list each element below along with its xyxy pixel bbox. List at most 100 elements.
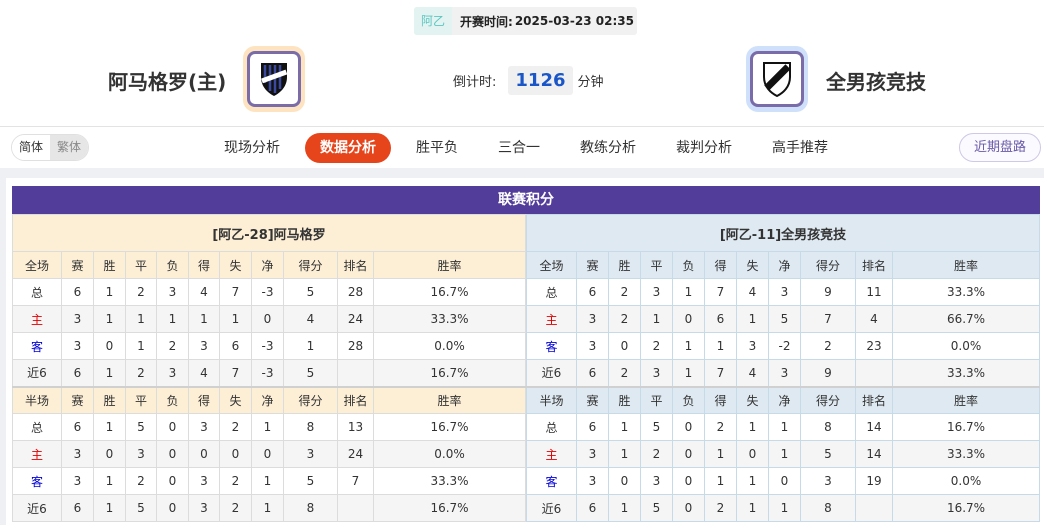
team-header-row: [阿乙-11]全男孩竞技: [526, 214, 1040, 252]
table-cell: 0: [219, 440, 252, 468]
full-header-row: 全场赛胜平负得失净得分 排名 胜率: [526, 251, 1040, 279]
table-cell: 1: [283, 332, 338, 360]
table-cell: 3: [61, 440, 94, 468]
home-team-logo[interactable]: [243, 46, 305, 112]
table-cell: 16.7%: [373, 278, 526, 306]
language-toggle[interactable]: 简体 繁体: [11, 134, 90, 161]
table-cell: 16.7%: [892, 494, 1040, 522]
table-row: 主 3 0 3 0 0 0 0 3 24 0.0%: [12, 440, 526, 468]
recent-odds-button[interactable]: 近期盘路: [959, 133, 1041, 162]
column-header: 得: [704, 385, 737, 414]
table-cell: 4: [188, 278, 220, 306]
tab-three-in-one[interactable]: 三合一: [498, 140, 540, 156]
table-cell: 3: [736, 332, 769, 360]
team-rank-header: [阿乙-11]全男孩竞技: [526, 214, 1040, 252]
table-cell: -3: [251, 359, 284, 387]
table-cell: 2: [125, 278, 157, 306]
table-cell: 6: [704, 305, 737, 333]
table-cell: 1: [93, 467, 126, 495]
tab-live-analysis[interactable]: 现场分析: [224, 140, 280, 156]
table-cell: 1: [93, 494, 126, 522]
table-cell: 0: [188, 440, 220, 468]
table-cell: 2: [125, 359, 157, 387]
table-row: 总 6 1 2 3 4 7 -3 5 28 16.7%: [12, 278, 526, 306]
table-cell: 33.3%: [892, 440, 1040, 468]
table-cell: 28: [337, 278, 374, 306]
row-label: 客: [12, 332, 62, 360]
table-cell: 3: [156, 278, 189, 306]
tab-coach-analysis[interactable]: 教练分析: [580, 140, 636, 156]
column-header: 负: [672, 251, 705, 279]
table-cell: 0.0%: [373, 440, 526, 468]
table-cell: 4: [736, 359, 769, 387]
kickoff-time: 2025-03-23 02:35: [514, 14, 634, 28]
table-cell: 3: [61, 467, 94, 495]
table-cell: 1: [93, 278, 126, 306]
table-cell: 9: [800, 359, 856, 387]
table-cell: 3: [188, 413, 220, 441]
lang-traditional[interactable]: 繁体: [50, 135, 89, 160]
table-cell: 6: [576, 413, 609, 441]
table-cell: 1: [608, 494, 641, 522]
table-cell: 33.3%: [892, 359, 1040, 387]
table-cell: 2: [800, 332, 856, 360]
column-header: 平: [125, 251, 157, 279]
home-team-name[interactable]: 阿马格罗(主): [108, 70, 227, 94]
half-header-row: 半场赛胜平负得失净得分 排名 胜率: [12, 385, 526, 414]
table-row: 主 3 1 2 0 1 0 1 5 14 33.3%: [526, 440, 1040, 468]
table-cell: 1: [704, 332, 737, 360]
table-cell: 28: [337, 332, 374, 360]
table-cell: 1: [93, 413, 126, 441]
table-cell: 3: [576, 440, 609, 468]
table-cell: 2: [704, 494, 737, 522]
row-label: 总: [12, 278, 62, 306]
tab-win-draw-loss[interactable]: 胜平负: [416, 140, 458, 156]
match-info: 阿乙 开赛时间: 2025-03-23 02:35: [414, 7, 637, 35]
table-cell: 1: [188, 305, 220, 333]
table-row: 客 3 0 1 2 3 6 -3 1 28 0.0%: [12, 332, 526, 360]
table-cell: 3: [640, 467, 673, 495]
table-cell: 0.0%: [373, 332, 526, 360]
table-cell: 4: [736, 278, 769, 306]
league-tag[interactable]: 阿乙: [414, 7, 453, 35]
column-header: 赛: [576, 385, 609, 414]
table-cell: 2: [608, 359, 641, 387]
table-cell: 3: [61, 305, 94, 333]
tab-referee-analysis[interactable]: 裁判分析: [676, 140, 732, 156]
table-cell: 1: [768, 494, 801, 522]
lang-simplified[interactable]: 简体: [12, 135, 51, 160]
table-cell: 8: [800, 494, 856, 522]
table-cell: 3: [576, 305, 609, 333]
table-cell: 5: [125, 413, 157, 441]
full-header-row: 全场赛胜平负得失净得分 排名 胜率: [12, 251, 526, 279]
tab-expert-picks[interactable]: 高手推荐: [772, 140, 828, 156]
row-label: 主: [526, 305, 577, 333]
table-cell: 2: [219, 467, 252, 495]
away-team-name[interactable]: 全男孩竞技: [826, 70, 926, 94]
table-cell: 3: [188, 494, 220, 522]
team-header-row: [阿乙-28]阿马格罗: [12, 214, 526, 252]
tab-data-analysis[interactable]: 数据分析: [305, 133, 391, 163]
table-cell: 2: [608, 278, 641, 306]
table-row: 总 6 1 5 0 2 1 1 8 14 16.7%: [526, 413, 1040, 441]
table-cell: 3: [576, 332, 609, 360]
table-cell: 1: [704, 467, 737, 495]
column-header: 得: [188, 385, 220, 414]
home-standings-table: [阿乙-28]阿马格罗 全场赛胜平负得失净得分 排名 胜率总 6 1 2 3 4 7 -3 5 28 16…: [12, 214, 526, 522]
table-cell: 8: [800, 413, 856, 441]
table-cell: 0: [93, 332, 126, 360]
table-cell: 2: [219, 413, 252, 441]
table-cell: 0: [672, 494, 705, 522]
table-cell: 0: [156, 494, 189, 522]
table-row: 客 3 0 2 1 1 3 -2 2 23 0.0%: [526, 332, 1040, 360]
table-cell: 5: [640, 413, 673, 441]
row-label: 近6: [12, 359, 62, 387]
away-standings-table: [阿乙-11]全男孩竞技 全场赛胜平负得失净得分 排名 胜率总 6 2 3 1 7 4 3 9 11 33…: [526, 214, 1040, 522]
row-label: 客: [526, 467, 577, 495]
table-cell: 16.7%: [892, 413, 1040, 441]
column-header: 胜: [93, 251, 126, 279]
table-cell: 1: [736, 413, 769, 441]
table-cell: 9: [800, 278, 856, 306]
away-team-logo[interactable]: [746, 46, 808, 112]
column-header: 失: [219, 251, 252, 279]
